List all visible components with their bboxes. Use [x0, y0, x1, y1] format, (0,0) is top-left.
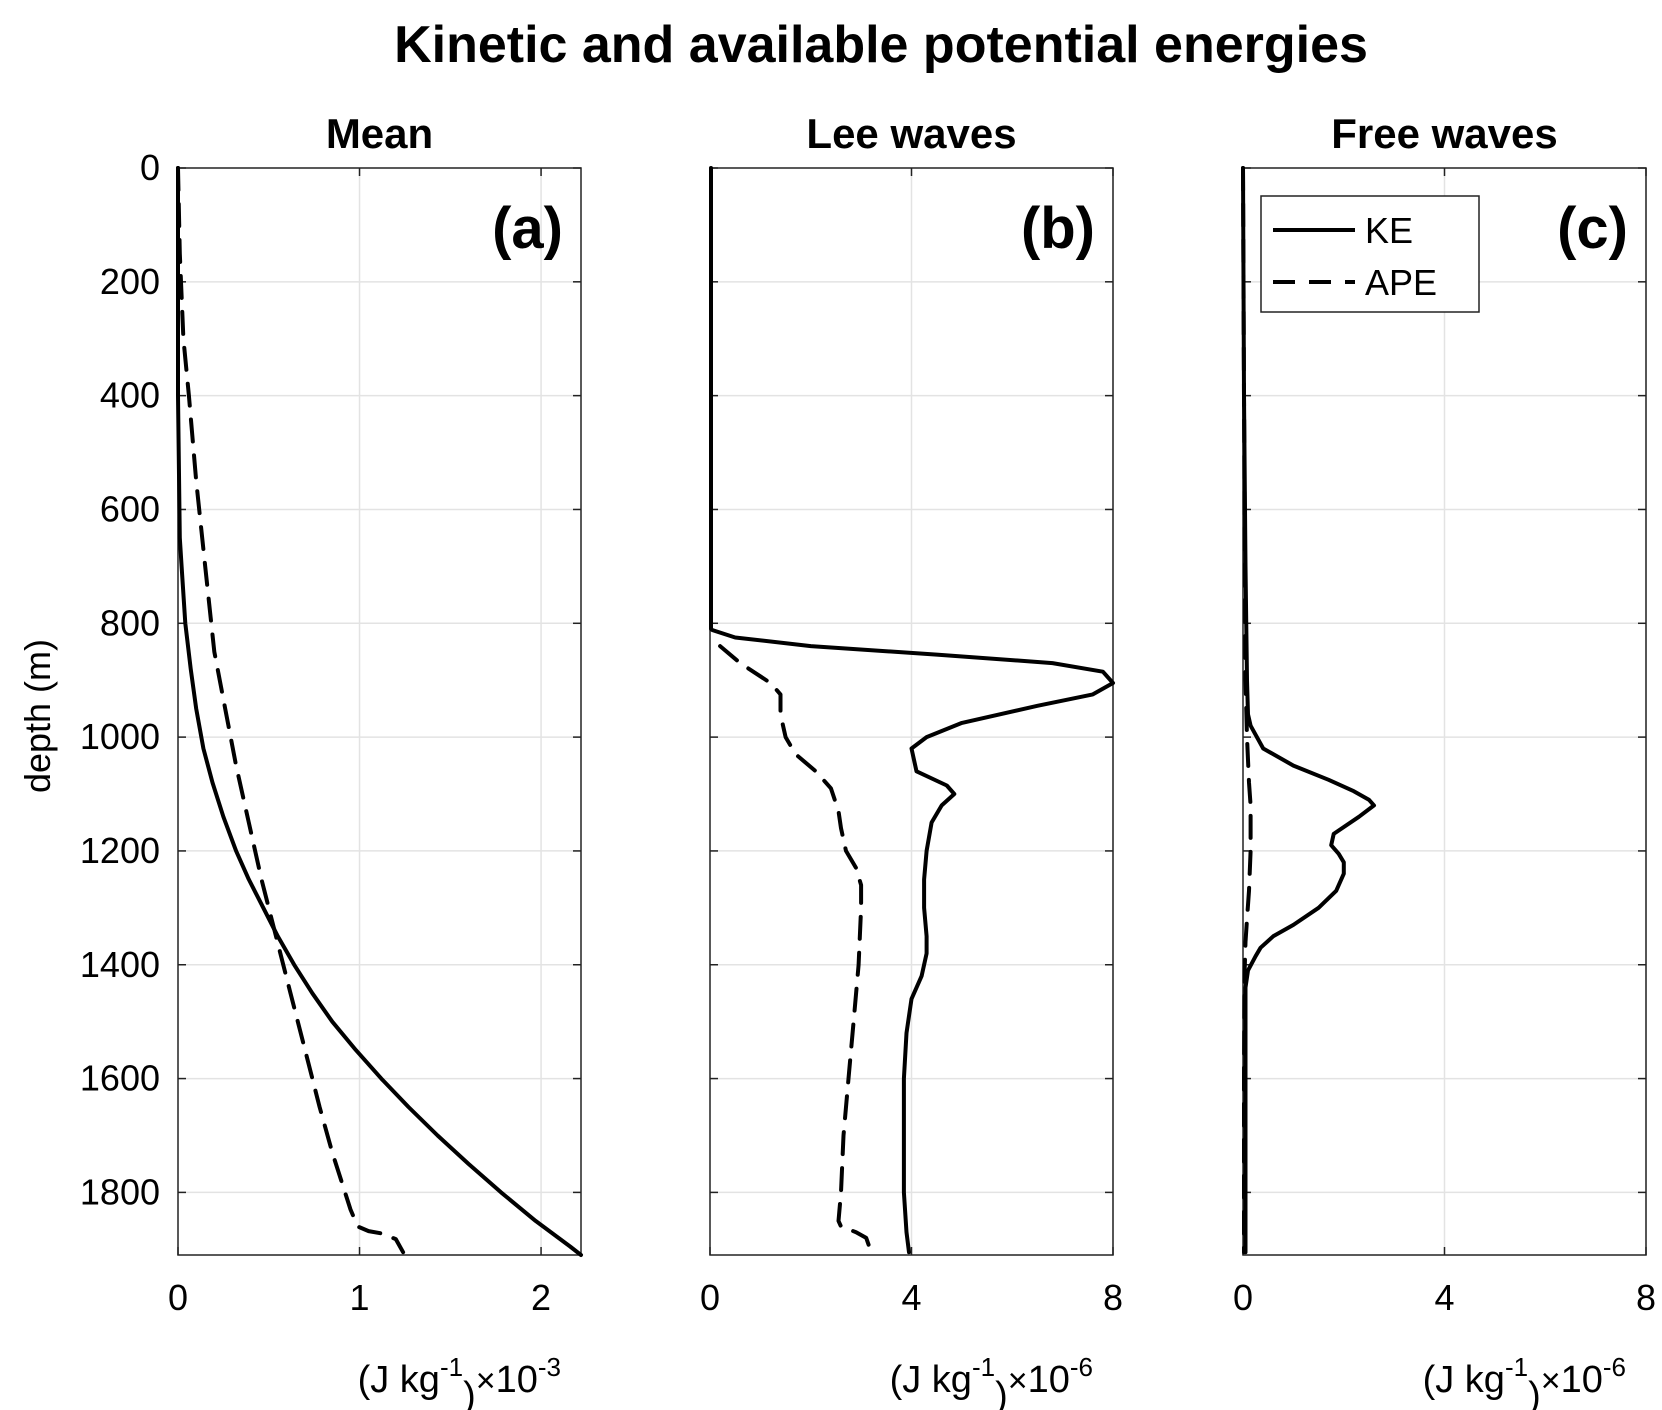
- panel-title: Free waves: [1331, 110, 1558, 157]
- x-axis-label-part: ×: [1541, 1362, 1561, 1400]
- y-tick-label: 1200: [80, 830, 160, 871]
- y-tick-label: 1800: [80, 1171, 160, 1212]
- legend: KE APE: [1260, 195, 1480, 313]
- panel-title: Mean: [326, 110, 433, 157]
- x-axis-label: (J kg-1)×10-6: [1423, 1352, 1626, 1410]
- x-axis-label-part: ): [463, 1375, 476, 1410]
- x-axis-label-part: -1: [972, 1352, 995, 1382]
- x-axis-label-part: (J kg: [1423, 1359, 1505, 1401]
- panel-b: 0 4 8 Lee waves(b) (J kg-1)×10-6: [700, 110, 1123, 1410]
- y-tick-label: 200: [100, 261, 160, 302]
- x-axis-label-part: -3: [538, 1352, 561, 1382]
- x-axis-label-part: ×: [476, 1362, 496, 1400]
- x-axis-label-part: -6: [1603, 1352, 1626, 1382]
- x-axis-label-part: ×: [1008, 1362, 1028, 1400]
- legend-box: [1260, 195, 1480, 313]
- y-tick-label: 1600: [80, 1058, 160, 1099]
- series-line-ape: [1241, 166, 1253, 1255]
- x-axis-label-part: -6: [1070, 1352, 1093, 1382]
- x-tick-label: 0: [700, 1277, 720, 1318]
- x-axis-label: (J kg-1)×10-3: [358, 1352, 561, 1410]
- x-axis-label-part: -1: [1505, 1352, 1528, 1382]
- series-line-ke: [1241, 166, 1376, 1255]
- panel-title: Lee waves: [806, 110, 1016, 157]
- legend-label-ke: KE: [1365, 210, 1413, 251]
- y-tick-label: 0: [140, 147, 160, 188]
- axes-box: [177, 167, 582, 1256]
- x-axis-label-part: ): [995, 1375, 1008, 1410]
- panel-a: 0 1 2 0 200 400 600 800 1000 1200 1400 1600 1800 Mean…: [80, 110, 583, 1410]
- x-axis-label: (J kg-1)×10-6: [890, 1352, 1093, 1410]
- panels: 0 1 2020040060080010001200140016001800Mean…: [80, 110, 1656, 1410]
- y-tick-label: 1400: [80, 944, 160, 985]
- panel-tag: (c): [1557, 196, 1628, 261]
- x-axis-label-part: (J kg: [890, 1359, 972, 1401]
- legend-label-ape: APE: [1365, 262, 1437, 303]
- x-axis-label-part: -1: [440, 1352, 463, 1382]
- y-tick-label: 800: [100, 602, 160, 643]
- x-tick-label: 8: [1636, 1277, 1656, 1318]
- panel-tag: (b): [1021, 196, 1095, 261]
- x-axis-label-part: 10: [1561, 1359, 1603, 1401]
- y-axis-label: depth (m): [17, 639, 58, 793]
- x-axis-label-part: ): [1528, 1375, 1541, 1410]
- x-axis-label-part: 10: [496, 1359, 538, 1401]
- x-tick-label: 2: [531, 1277, 551, 1318]
- panel-tag: (a): [492, 196, 563, 261]
- y-tick-label: 1000: [80, 716, 160, 757]
- x-axis-label-part: (J kg: [358, 1359, 440, 1401]
- x-tick-label: 8: [1103, 1277, 1123, 1318]
- x-tick-label: 0: [1233, 1277, 1253, 1318]
- y-tick-label: 400: [100, 375, 160, 416]
- panel-c: 0 4 8 Free waves (c) (J kg-1)×10-6 KE APE: [1233, 110, 1656, 1410]
- x-tick-label: 0: [168, 1277, 188, 1318]
- series-line-ke: [709, 166, 1115, 1255]
- y-tick-label: 600: [100, 488, 160, 529]
- x-tick-label: 4: [1434, 1277, 1454, 1318]
- figure-title: Kinetic and available potential energies: [394, 16, 1368, 74]
- x-tick-label: 4: [901, 1277, 921, 1318]
- series-line-ape: [176, 166, 406, 1255]
- x-tick-label: 1: [350, 1277, 370, 1318]
- series-line-ape: [718, 644, 874, 1255]
- x-axis-label-part: 10: [1028, 1359, 1070, 1401]
